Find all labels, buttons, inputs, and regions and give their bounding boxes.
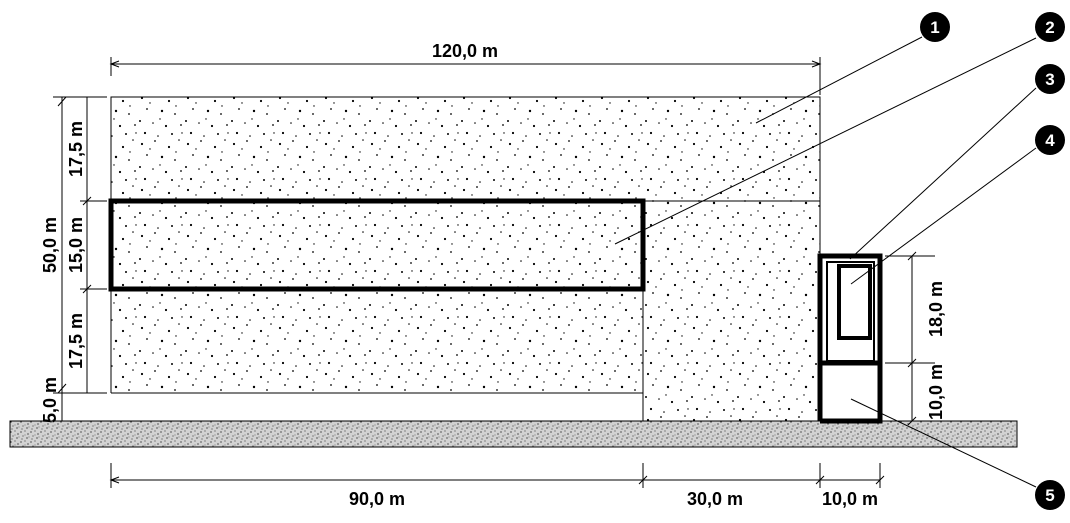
callout-5: 5 — [1035, 480, 1065, 510]
callout-3: 3 — [1035, 64, 1065, 94]
dim-bottom-right: 10,0 m — [822, 489, 878, 509]
callout-number: 2 — [1045, 18, 1054, 37]
dim-bottom-left: 90,0 m — [349, 489, 405, 509]
dim-bottom-mid: 30,0 m — [687, 489, 743, 509]
callout-number: 5 — [1045, 486, 1054, 505]
callout-2: 2 — [1035, 12, 1065, 42]
callout-number: 3 — [1045, 70, 1054, 89]
callout-number: 1 — [930, 18, 939, 37]
dotted-area — [111, 97, 820, 421]
callout-number: 4 — [1045, 131, 1055, 150]
dim-lower-band: 17,5 m — [66, 313, 86, 369]
dim-total-height: 50,0 m — [40, 217, 60, 273]
small-structure — [817, 253, 883, 424]
thick-rectangle — [108, 198, 646, 292]
dim-small-lower: 10,0 m — [926, 364, 946, 420]
dimension-lines — [53, 57, 935, 488]
callout-4: 4 — [1035, 125, 1065, 155]
dim-small-upper: 18,0 m — [926, 281, 946, 337]
leader-lines — [614, 36, 1037, 488]
ground-strip — [9, 420, 1018, 448]
dim-clearance: 5,0 m — [40, 377, 60, 423]
dim-top-width: 120,0 m — [432, 41, 498, 61]
dim-upper-band: 17,5 m — [66, 121, 86, 177]
callout-1: 1 — [920, 12, 950, 42]
dim-middle-band: 15,0 m — [66, 217, 86, 273]
